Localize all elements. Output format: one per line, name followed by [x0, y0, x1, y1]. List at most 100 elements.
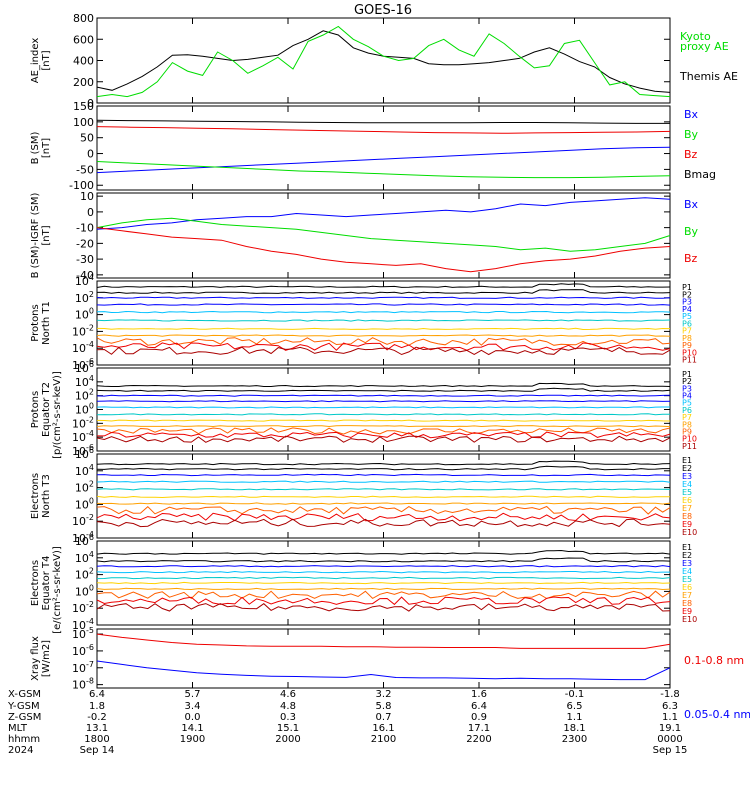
legend-label-1-2: Bz: [684, 148, 698, 161]
channel-line-6-E10: [96, 603, 671, 612]
channel-line-3-P4: [96, 303, 671, 306]
ylabel-7: Xray flux: [30, 636, 41, 681]
chart-title: GOES-16: [354, 3, 412, 18]
panel-frame-5: [96, 453, 671, 539]
channel-line-6-E4: [96, 570, 670, 574]
series-line-2-1: [96, 217, 671, 252]
legend-label-7-1: 0.05-0.4 nm: [684, 708, 750, 721]
series-line-0-0: [96, 30, 671, 93]
ytick-label-3-5: 10-6: [72, 357, 94, 372]
channel-line-5-E2: [96, 465, 670, 471]
ytick-label-0-2: 400: [73, 55, 94, 68]
ytick-label-4-5: 10-4: [72, 429, 94, 444]
legend-label-0-2: Themis AE: [679, 70, 738, 83]
channel-line-4-P3: [96, 394, 671, 397]
channel-line-3-P6: [96, 319, 671, 322]
ytick-label-7-2: 10-7: [72, 660, 94, 675]
channel-line-6-E7: [96, 587, 671, 591]
ephem-value-3-0: 3.2: [376, 689, 392, 700]
legend-label-1-1: By: [684, 128, 699, 141]
channel-label-5-E8: E8: [682, 512, 692, 521]
ephem-value-1-4: 1900: [180, 734, 205, 745]
channel-line-6-E8: [96, 590, 671, 600]
ytick-label-2-3: -20: [76, 237, 94, 250]
channel-line-6-E3: [96, 565, 671, 568]
ephem-value-5-4: 2300: [562, 734, 587, 745]
channel-label-5-E3: E3: [682, 472, 692, 481]
channel-label-4-P6: P6: [682, 406, 692, 415]
ephem-value-4-0: 1.6: [471, 689, 487, 700]
ytick-label-3-4: 10-4: [72, 340, 94, 355]
ytick-label-5-2: 102: [75, 480, 94, 495]
channel-line-4-P11: [96, 435, 671, 443]
ytick-label-1-1: 100: [73, 116, 94, 129]
ephem-value-6-0: -1.8: [660, 689, 680, 700]
ylabel-0: AE_index: [30, 38, 41, 84]
channel-label-3-P3: P3: [682, 298, 692, 307]
ephem-value-5-0: -0.1: [565, 689, 585, 700]
ephem-value-6-4: 0000: [657, 734, 682, 745]
ytick-label-7-0: 10-5: [72, 626, 94, 641]
channel-label-6-E3: E3: [682, 559, 692, 568]
channel-label-4-P5: P5: [682, 399, 692, 408]
channel-label-3-P4: P4: [682, 305, 692, 314]
ytick-label-6-5: 10-4: [72, 617, 94, 632]
ytick-label-6-0: 106: [75, 533, 94, 548]
ephem-value-2-0: 4.6: [280, 689, 296, 700]
ephem-value-6-5: Sep 15: [653, 745, 688, 756]
channel-line-5-E9: [96, 512, 671, 522]
series-line-1-0: [96, 146, 671, 174]
ytick-label-4-1: 104: [75, 374, 94, 389]
ephem-row-label-0: X-GSM: [8, 689, 41, 700]
ephem-row-label-4: hhmm: [8, 734, 40, 745]
ylabel-2: B (SM)-IGRF (SM): [30, 193, 41, 279]
channel-line-6-E1: [96, 549, 671, 555]
channel-label-6-E10: E10: [682, 615, 697, 624]
channel-label-6-E6: E6: [682, 583, 692, 592]
channel-line-3-P3: [96, 296, 671, 299]
channel-line-5-E6: [96, 495, 670, 499]
ephem-value-6-3: 19.1: [659, 723, 681, 734]
ephem-value-0-1: 1.8: [89, 701, 105, 712]
ylabel-sub-0: [nT]: [41, 50, 52, 70]
ephem-value-0-3: 13.1: [86, 723, 108, 734]
channel-line-4-P4: [96, 400, 671, 403]
channel-line-3-P11: [96, 346, 671, 356]
ephem-value-0-4: 1800: [84, 734, 109, 745]
channel-label-5-E2: E2: [682, 464, 692, 473]
ephem-value-4-4: 2200: [466, 734, 491, 745]
legend-label-2-0: Bx: [684, 198, 699, 211]
channel-label-3-P7: P7: [682, 327, 692, 336]
ylabel-sub-6: Equator T4: [41, 556, 52, 611]
series-line-2-0: [96, 197, 671, 230]
legend-label-1-3: Bmag: [684, 168, 716, 181]
channel-line-5-E8: [96, 505, 671, 515]
channel-label-6-E7: E7: [682, 591, 692, 600]
ylabel-5: Electrons: [30, 473, 41, 519]
channel-line-6-E9: [96, 596, 671, 606]
ytick-label-2-2: -10: [76, 222, 94, 235]
channel-label-5-E1: E1: [682, 456, 692, 465]
protons-unit-label: [p/(cm²-s-sr-keV)]: [52, 371, 63, 459]
ytick-label-5-4: 10-2: [72, 513, 94, 528]
channel-line-3-P8: [96, 334, 671, 337]
ytick-label-0-1: 600: [73, 33, 94, 46]
ephem-row-label-3: MLT: [8, 723, 28, 734]
channel-line-5-E10: [96, 518, 671, 528]
ephem-value-3-2: 0.7: [376, 712, 392, 723]
channel-label-3-P2: P2: [682, 290, 692, 299]
series-line-1-3: [96, 119, 670, 124]
ytick-label-6-2: 102: [75, 567, 94, 582]
series-line-0-1: [96, 25, 671, 98]
channel-line-4-P2: [96, 387, 671, 392]
channel-label-6-E4: E4: [682, 567, 692, 576]
ytick-label-3-0: 104: [75, 273, 94, 288]
ytick-label-1-4: -50: [76, 163, 94, 176]
channel-label-4-P10: P10: [682, 435, 697, 444]
channel-line-6-E2: [96, 557, 671, 563]
series-line-2-2: [96, 227, 671, 273]
series-line-1-2: [96, 126, 671, 134]
ephem-value-3-3: 16.1: [372, 723, 394, 734]
channel-label-5-E9: E9: [682, 520, 692, 529]
channel-label-4-P4: P4: [682, 392, 692, 401]
